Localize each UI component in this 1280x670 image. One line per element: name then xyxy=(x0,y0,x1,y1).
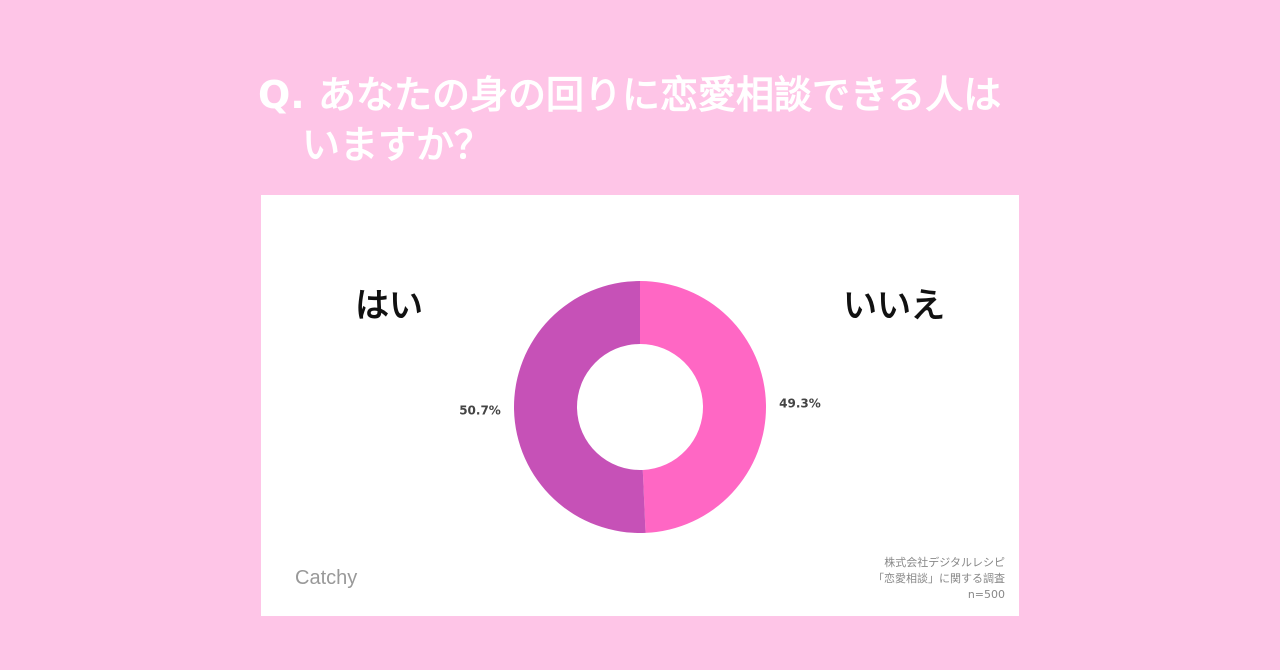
source-line-2: 「恋愛相談」に関する調査 xyxy=(873,572,1005,585)
question-title: Q. あなたの身の回りに恋愛相談できる人は いますか？ xyxy=(258,70,1038,170)
data-label-2: 50.7% xyxy=(459,404,501,418)
label-yes: はい xyxy=(355,286,423,326)
donut-slice-2 xyxy=(514,281,646,533)
label-no: いいえ xyxy=(843,286,945,326)
question-line-1: Q. あなたの身の回りに恋愛相談できる人は xyxy=(258,73,1002,117)
data-label-1: 49.3% xyxy=(779,396,821,410)
donut-slice-1 xyxy=(640,281,767,533)
source-line-1: 株式会社デジタルレシピ xyxy=(884,556,1005,569)
chart-card: はい いいえ 49.3% 50.7% Catchy 株式会社デジタルレシピ 「恋愛… xyxy=(261,195,1019,616)
source-note: 株式会社デジタルレシピ 「恋愛相談」に関する調査 n=500 xyxy=(873,555,1005,603)
donut-chart: 49.3% 50.7% xyxy=(459,281,821,533)
question-line-2: いますか？ xyxy=(302,123,493,167)
source-line-3: n=500 xyxy=(967,588,1005,601)
brand-logo: Catchy xyxy=(295,567,358,589)
